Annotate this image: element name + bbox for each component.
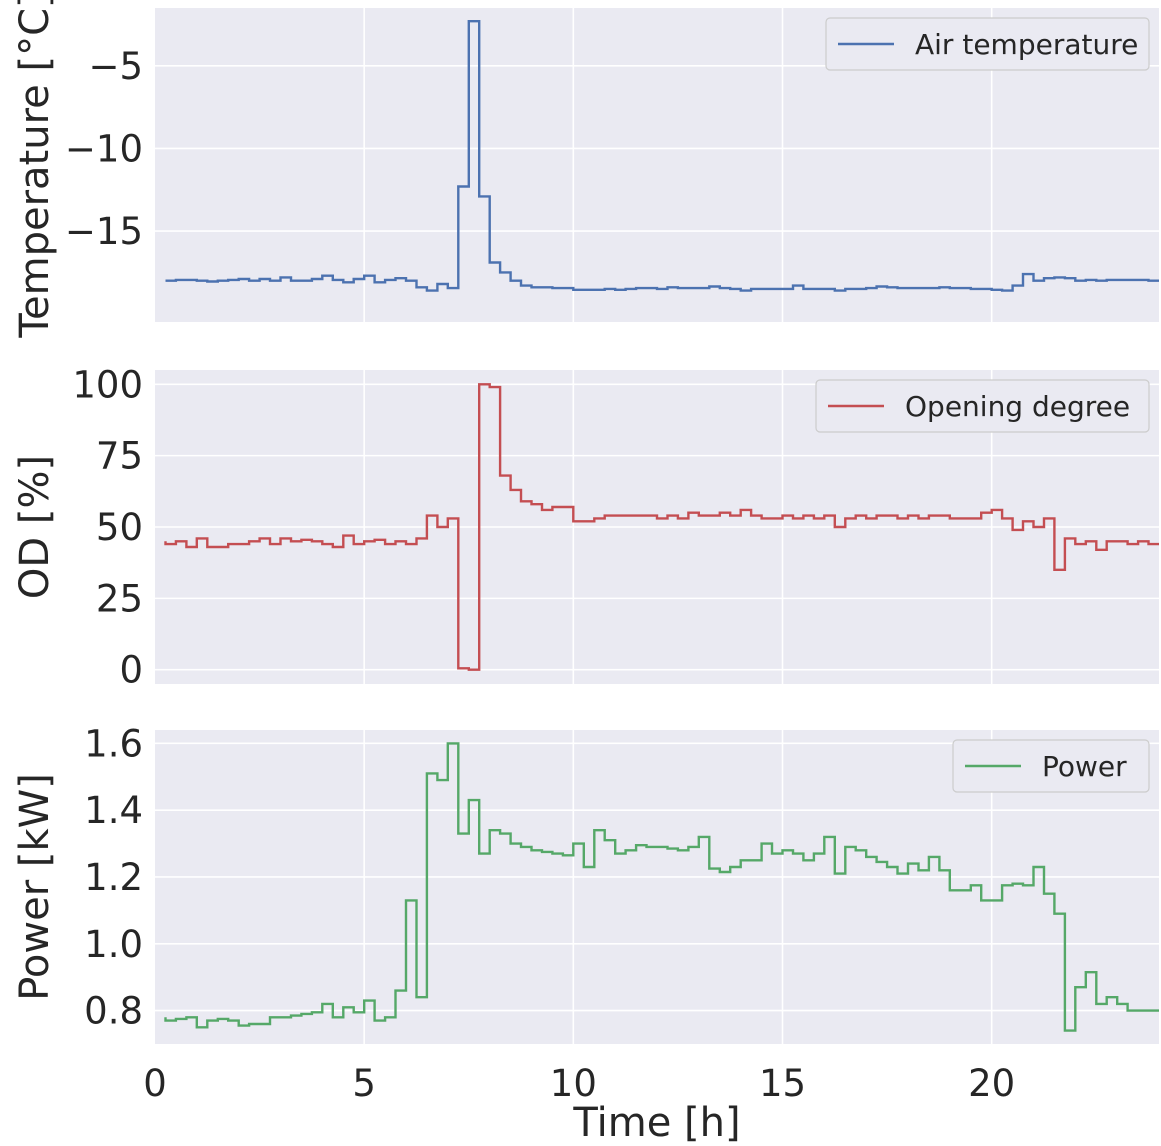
legend: Opening degree	[815, 379, 1150, 433]
y-tick-label: 1.0	[84, 923, 143, 966]
legend-box	[815, 379, 1150, 433]
y-tick-label: −15	[65, 210, 143, 253]
legend-box	[825, 17, 1150, 71]
y-tick-label: −10	[65, 127, 143, 170]
panel-3: 1.6 1.4 1.2 1.0 0.80 5 10 15 20 Power Power [kW] Ti…	[12, 722, 1159, 1146]
panel-2: 100 75 50 25 0 Opening degree OD [%]	[12, 363, 1159, 692]
legend-label: Air temperature	[915, 28, 1138, 61]
y-tick-label: 0.8	[84, 990, 143, 1033]
series-line-2	[164, 383, 1159, 671]
y-tick-label: 50	[96, 506, 143, 549]
legend-box	[952, 739, 1150, 793]
legend-label: Power	[1042, 750, 1127, 783]
y-tick-label: 1.2	[84, 856, 143, 899]
y-axis-label: Temperature [°C]	[12, 0, 58, 339]
panel-1: −5 −10 −15 Air temperature Temperature [°C]	[12, 0, 1159, 339]
y-tick-label: 1.6	[84, 722, 143, 765]
x-tick-label: 15	[759, 1062, 806, 1105]
y-tick-label: 25	[96, 577, 143, 620]
legend: Power	[952, 739, 1150, 793]
x-tick-label: 20	[968, 1062, 1015, 1105]
y-tick-label: −5	[88, 45, 143, 88]
y-tick-label: 0	[119, 649, 143, 692]
x-axis-label: Time [h]	[572, 1100, 740, 1146]
y-axis-label: OD [%]	[12, 455, 58, 599]
legend-label: Opening degree	[905, 390, 1130, 423]
series-line-1	[165, 20, 1159, 292]
y-axis-label: Power [kW]	[12, 773, 58, 1001]
x-tick-label: 5	[352, 1062, 376, 1105]
legend: Air temperature	[825, 17, 1150, 71]
y-tick-label: 100	[72, 363, 143, 406]
x-tick-label: 10	[550, 1062, 597, 1105]
y-tick-label: 1.4	[84, 789, 143, 832]
series-line-3	[164, 742, 1159, 1032]
x-tick-label: 0	[143, 1062, 167, 1105]
y-tick-label: 75	[96, 435, 143, 478]
